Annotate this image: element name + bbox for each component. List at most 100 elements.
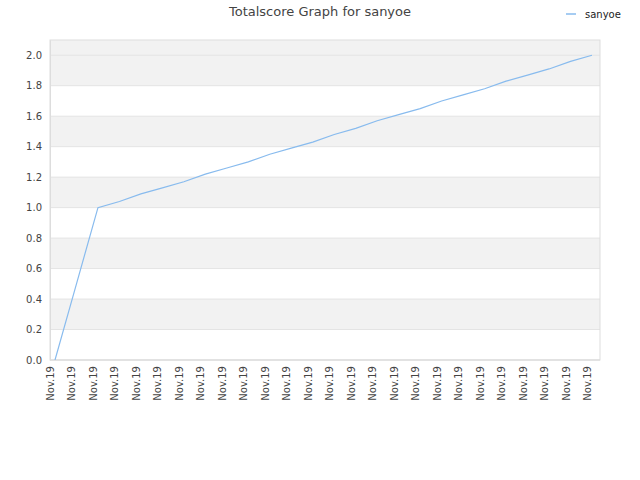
grid-band — [50, 299, 600, 329]
x-tick: Nov.19 — [346, 360, 357, 401]
x-tick-label: Nov.19 — [303, 366, 314, 401]
x-tick: Nov.19 — [539, 360, 550, 401]
x-tick: Nov.19 — [88, 360, 99, 401]
x-tick: Nov.19 — [561, 360, 572, 401]
x-tick-label: Nov.19 — [174, 366, 185, 401]
x-tick-label: Nov.19 — [238, 366, 249, 401]
x-tick: Nov.19 — [217, 360, 228, 401]
grid-line — [50, 360, 600, 361]
grid-line — [50, 116, 600, 117]
x-tick: Nov.19 — [260, 360, 271, 401]
x-tick: Nov.19 — [152, 360, 163, 401]
x-tick-label: Nov.19 — [45, 366, 56, 401]
x-tick-label: Nov.19 — [453, 366, 464, 401]
x-tick: Nov.19 — [195, 360, 206, 401]
x-tick-label: Nov.19 — [66, 366, 77, 401]
x-tick: Nov.19 — [45, 360, 56, 401]
y-axis-line — [50, 41, 51, 361]
x-tick-label: Nov.19 — [195, 366, 206, 401]
grid-line — [50, 146, 600, 147]
x-tick: Nov.19 — [174, 360, 185, 401]
grid-band — [50, 238, 600, 268]
x-axis: Nov.19 Nov.19 Nov.19 Nov.19 Nov.19 Nov.19 Nov.… — [45, 360, 600, 401]
chart: 0.00.20.40.60.81.01.21.41.61.82.0Nov.19N… — [0, 0, 640, 480]
x-tick-label: Nov.19 — [324, 366, 335, 401]
grid-line — [50, 207, 600, 208]
legend: sanyoe — [566, 9, 621, 20]
grid-line — [50, 177, 600, 178]
y-tick: 0.6 — [26, 263, 50, 274]
y-tick: 1.8 — [26, 80, 50, 91]
x-tick-label: Nov.19 — [346, 366, 357, 401]
plot-frame — [50, 40, 600, 360]
grid-line — [50, 85, 600, 86]
x-tick-label: Nov.19 — [281, 366, 292, 401]
x-axis-line — [50, 360, 600, 361]
x-tick: Nov.19 — [518, 360, 529, 401]
x-tick-label: Nov.19 — [152, 366, 163, 401]
x-tick: Nov.19 — [389, 360, 400, 401]
plot-area — [55, 55, 592, 360]
x-tick-label: Nov.19 — [496, 366, 507, 401]
y-axis: 0.0 0.2 0.4 0.6 0.8 1.0 1.2 1.4 1.6 1.8 2.0 — [26, 41, 50, 366]
legend-label: sanyoe — [585, 9, 621, 20]
y-tick: 0.2 — [26, 324, 50, 335]
title: Totalscore Graph for sanyoe — [228, 4, 411, 19]
grid-band — [50, 177, 600, 207]
x-tick: Nov.19 — [453, 360, 464, 401]
y-tick-label: 1.6 — [26, 111, 42, 122]
x-tick: Nov.19 — [281, 360, 292, 401]
y-tick: 2.0 — [26, 50, 50, 61]
grid-band — [50, 55, 600, 85]
grid-line — [50, 329, 600, 330]
y-tick-label: 0.2 — [26, 324, 42, 335]
grid-band — [50, 40, 600, 55]
x-tick: Nov.19 — [410, 360, 421, 401]
y-tick: 0.4 — [26, 294, 50, 305]
x-tick: Nov.19 — [432, 360, 443, 401]
x-tick-label: Nov.19 — [539, 366, 550, 401]
y-tick-label: 0.8 — [26, 233, 42, 244]
y-tick-label: 1.2 — [26, 172, 42, 183]
x-tick-label: Nov.19 — [109, 366, 120, 401]
x-tick: Nov.19 — [582, 360, 593, 401]
x-tick-label: Nov.19 — [260, 366, 271, 401]
x-tick-label: Nov.19 — [88, 366, 99, 401]
grid-band — [50, 116, 600, 146]
x-tick: Nov.19 — [109, 360, 120, 401]
y-tick: 1.6 — [26, 111, 50, 122]
grid-lines — [50, 55, 600, 360]
x-tick: Nov.19 — [475, 360, 486, 401]
series-line — [55, 55, 592, 360]
y-tick: 1.4 — [26, 141, 50, 152]
y-tick-label: 1.4 — [26, 141, 42, 152]
x-tick-label: Nov.19 — [217, 366, 228, 401]
x-tick: Nov.19 — [367, 360, 378, 401]
y-tick: 0.0 — [26, 355, 50, 366]
grid-bands — [50, 40, 600, 330]
y-tick: 1.0 — [26, 202, 50, 213]
x-tick-label: Nov.19 — [518, 366, 529, 401]
grid-line — [50, 238, 600, 239]
x-tick-label: Nov.19 — [367, 366, 378, 401]
x-tick: Nov.19 — [496, 360, 507, 401]
y-tick-label: 2.0 — [26, 50, 42, 61]
y-tick-label: 0.0 — [26, 355, 42, 366]
grid-line — [50, 268, 600, 269]
y-tick-label: 0.6 — [26, 263, 42, 274]
x-tick-label: Nov.19 — [410, 366, 421, 401]
x-tick: Nov.19 — [131, 360, 142, 401]
y-tick-label: 1.0 — [26, 202, 42, 213]
y-tick-label: 1.8 — [26, 80, 42, 91]
x-tick-label: Nov.19 — [582, 366, 593, 401]
x-tick: Nov.19 — [324, 360, 335, 401]
y-tick: 1.2 — [26, 172, 50, 183]
x-tick: Nov.19 — [238, 360, 249, 401]
x-tick-label: Nov.19 — [389, 366, 400, 401]
x-tick-label: Nov.19 — [131, 366, 142, 401]
x-tick: Nov.19 — [66, 360, 77, 401]
x-tick: Nov.19 — [303, 360, 314, 401]
x-tick-label: Nov.19 — [561, 366, 572, 401]
grid-line — [50, 55, 600, 56]
legend-swatch — [566, 13, 576, 15]
